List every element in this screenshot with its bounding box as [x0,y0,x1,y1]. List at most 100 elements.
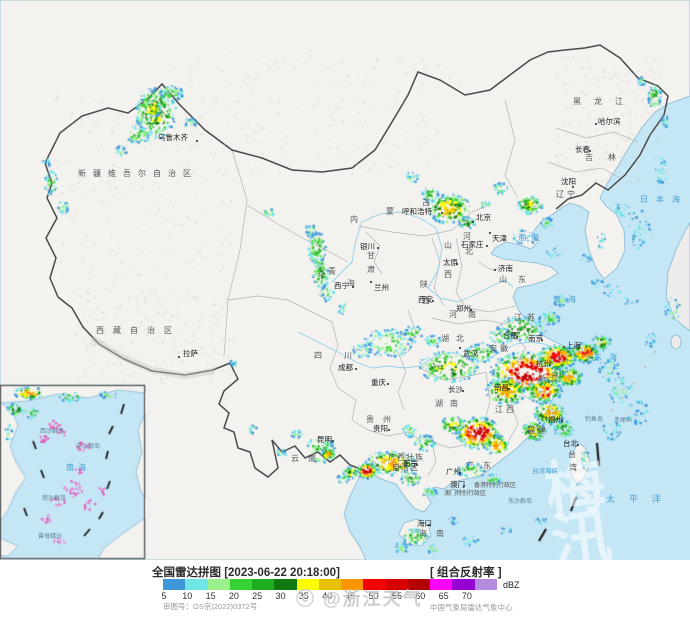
province-label: 自治区 [392,463,419,472]
colorbar-tick: 40 [322,591,333,601]
island-label: 赤尾屿 [614,418,633,424]
province-label: 甘 [367,251,375,260]
colorbar-tick: 70 [461,591,472,601]
colorbar-segment [229,579,253,590]
city-dot [589,150,591,152]
city-label: 合肥 [503,331,518,340]
city-dot [561,420,563,422]
colorbar-segment [452,579,475,590]
city-label: 天津 [492,234,507,243]
province-label: 内 [350,215,358,224]
province-label: 西 [422,296,430,305]
city-label: 哈尔滨 [598,117,621,126]
data-source: 中国气象局雷达气象中心 [430,603,513,612]
city-dot [459,472,461,474]
province-label: 澳门特别行政区 [444,491,487,497]
city-label: 重庆 [371,378,386,387]
province-label: 福建 [527,426,549,435]
province-label: 陕 [420,280,428,289]
inset-label: 南海 [66,463,90,472]
city-dot [416,464,418,466]
city-dot [572,186,574,188]
province-label: 湖南 [435,399,465,408]
colorbar-tick: 10 [182,591,193,601]
colorbar-segment [318,579,342,590]
colorbar [163,579,497,590]
province-label: 西 [444,270,452,279]
colorbar-segment [430,579,453,590]
colorbar-segment [363,579,386,590]
province-label: 台 [568,450,576,459]
province-label: 广西壮族 [388,453,424,462]
province-label: 湾 [569,463,577,472]
city-label: 沈阳 [561,177,576,186]
city-label: 昆明 [317,435,332,444]
province-label: 江西 [495,405,517,414]
city-label: 广州 [446,467,461,476]
city-dot [388,429,390,431]
city-label: 乌鲁木齐 [158,133,188,142]
city-label: 南宁 [403,459,418,468]
city-dot [494,269,496,271]
city-label: 呼和浩特 [402,207,432,216]
colorbar-ticks: 5 10 15 20 25 30 35 40 45 50 55 60 65 70 [0,591,690,601]
province-label: 四川 [314,351,374,360]
legend: 全国雷达拼图 [2023-06-22 20:18:00] [ 组合反射率 ] d… [0,560,690,618]
city-dot [370,281,372,283]
province-label: 西藏自治区 [96,326,181,335]
province-label: 香港特别行政区 [474,483,517,489]
sea-label: 黄海 [553,295,583,304]
city-label: 太原 [443,258,458,267]
city-dot [377,247,379,249]
province-label: 北 [465,247,473,256]
province-label: 云南 [291,454,325,463]
city-dot [178,356,180,358]
city-label: 拉萨 [183,349,198,358]
sea-label: 太平洋 [606,494,676,504]
city-dot [387,383,389,385]
province-label: 江苏 [514,313,540,322]
province-label: 辽宁 [556,190,578,199]
city-dot [595,123,597,125]
province-label: 海南 [419,529,453,538]
city-dot [489,232,491,234]
province-label: 广东 [466,461,500,470]
city-label: 西宁 [334,281,349,290]
city-label: 石家庄 [461,240,484,249]
map-labels: 新疆维吾尔自治区 西藏自治区青海甘肃内蒙古黑龙江 吉林 辽宁河北山西山东 河南陕西江苏安… [38,97,680,541]
colorbar-segment [185,579,208,590]
sea-label: 东海 [594,353,624,362]
china-radar-map: 梅汛 新疆维吾尔自治区 西藏自治区青海甘肃内蒙古黑龙江 吉林 辽宁河北山西山东 河南陕西… [0,0,690,560]
colorbar-tick: 65 [438,591,449,601]
province-label: 蒙 [386,207,394,216]
province-label: 河南 [449,310,487,319]
city-dot [470,309,472,311]
city-label: 澳门 [450,480,465,489]
city-label: 郑州 [456,304,471,313]
map-approval-number: 审图号：GS京(2022)0372号 [163,602,258,611]
city-label: 济南 [498,264,513,273]
radar-echo-canvas [0,0,690,560]
colorbar-segment [252,579,275,590]
province-label: 古 [422,198,430,207]
weibo-watermark: ⓒ @浙江天气 [296,589,423,609]
city-dot [577,444,579,446]
colorbar-tick: 45 [345,591,356,601]
city-label: 南昌 [494,383,509,392]
inset-label: 曾母暗沙 [38,534,63,540]
province-label: 黑龙江 [573,97,636,106]
province-label: 山 [444,241,452,250]
province-label: 浙江 [538,374,564,383]
city-dot [459,347,461,349]
city-label: 南京 [528,334,543,343]
city-label: 银川 [360,242,375,251]
city-dot [508,388,510,390]
city-dot [462,390,464,392]
colorbar-tick: 25 [252,591,263,601]
sea-label: 台湾海峡 [532,468,558,475]
colorbar-tick: 5 [161,591,167,601]
city-dot [428,524,430,526]
city-label: 台北 [563,439,578,448]
city-label: 上海 [566,341,581,350]
